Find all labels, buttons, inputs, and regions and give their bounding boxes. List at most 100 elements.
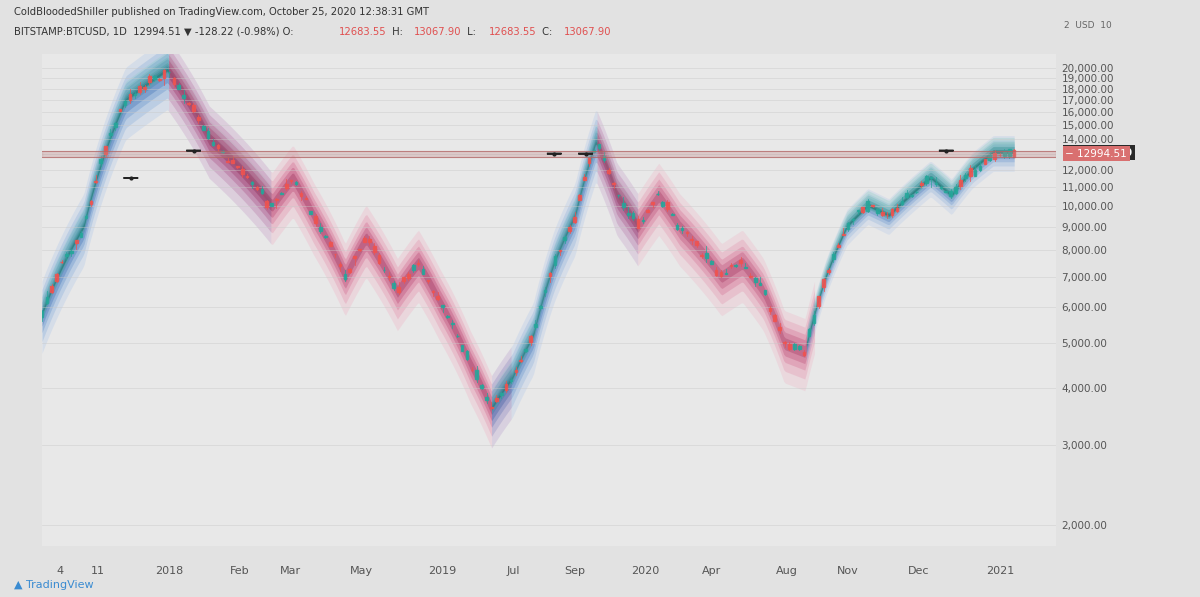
Text: Dec: Dec — [908, 566, 930, 576]
Text: 2018: 2018 — [155, 566, 182, 576]
Bar — [202, 127, 204, 130]
Bar — [666, 202, 668, 209]
Bar — [812, 315, 815, 323]
Bar — [124, 101, 126, 106]
Bar — [246, 176, 248, 177]
Bar — [319, 227, 322, 231]
Bar — [270, 204, 272, 206]
Bar — [647, 210, 649, 211]
Bar — [817, 296, 820, 306]
Bar — [739, 260, 742, 263]
Bar — [642, 220, 644, 221]
Bar — [574, 217, 576, 222]
Bar — [900, 201, 904, 204]
Text: 13067.90: 13067.90 — [564, 27, 611, 37]
Bar — [392, 284, 395, 288]
Bar — [128, 94, 131, 100]
Bar — [256, 187, 258, 189]
Text: 11: 11 — [91, 566, 104, 576]
Bar — [485, 397, 488, 400]
Bar — [338, 264, 341, 266]
Bar — [925, 176, 928, 183]
Bar — [793, 344, 796, 349]
Text: ColdBloodedShiller published on TradingView.com, October 25, 2020 12:38:31 GMT: ColdBloodedShiller published on TradingV… — [14, 7, 430, 17]
Bar — [989, 155, 991, 160]
Text: 2021: 2021 — [986, 566, 1014, 576]
Bar — [632, 214, 635, 217]
Bar — [314, 216, 317, 223]
Bar — [758, 283, 762, 285]
Bar — [754, 278, 756, 282]
Bar — [827, 270, 830, 272]
Bar — [774, 315, 776, 321]
Bar — [197, 117, 199, 120]
Text: May: May — [350, 566, 373, 576]
Bar — [920, 183, 923, 184]
Text: Feb: Feb — [230, 566, 250, 576]
Bar — [548, 273, 551, 276]
Bar — [427, 280, 430, 281]
Bar — [838, 245, 840, 247]
Text: 2  USD  10: 2 USD 10 — [1064, 21, 1112, 30]
Bar — [496, 398, 498, 401]
Bar — [85, 216, 88, 218]
Bar — [206, 131, 210, 139]
Bar — [192, 105, 194, 111]
Text: Mar: Mar — [280, 566, 301, 576]
Text: Aug: Aug — [776, 566, 798, 576]
Bar — [70, 251, 73, 253]
Bar — [421, 269, 425, 274]
Bar — [138, 86, 142, 92]
Bar — [637, 219, 640, 227]
Bar — [769, 308, 772, 310]
Bar — [251, 181, 253, 184]
Text: Apr: Apr — [702, 566, 721, 576]
Bar — [236, 166, 239, 167]
Bar — [275, 199, 278, 200]
Bar — [353, 256, 356, 258]
Text: Nov: Nov — [838, 566, 859, 576]
Bar — [612, 183, 614, 184]
Bar — [510, 380, 512, 381]
Bar — [475, 370, 478, 379]
Text: 12683.55: 12683.55 — [488, 27, 536, 37]
Bar — [158, 79, 161, 80]
Bar — [143, 87, 146, 90]
Bar — [808, 330, 810, 336]
Bar — [680, 228, 683, 230]
Bar — [784, 341, 786, 343]
Bar — [178, 85, 180, 89]
Bar — [906, 193, 908, 196]
Bar — [100, 159, 102, 163]
Bar — [432, 291, 434, 293]
Bar — [343, 274, 346, 279]
Bar — [442, 305, 444, 307]
Text: − 12994.51: − 12994.51 — [1066, 149, 1127, 159]
Bar — [480, 384, 482, 388]
Bar — [260, 189, 263, 193]
Bar — [50, 286, 53, 293]
Bar — [364, 238, 366, 242]
Text: Jul: Jul — [506, 566, 521, 576]
Bar — [852, 219, 854, 220]
Bar — [979, 167, 982, 170]
Bar — [862, 207, 864, 212]
Bar — [388, 276, 390, 277]
Bar — [55, 275, 58, 281]
Bar — [964, 175, 967, 179]
Bar — [368, 239, 371, 242]
Bar — [416, 263, 420, 264]
Bar — [114, 122, 116, 127]
Bar — [706, 253, 708, 258]
Bar — [265, 201, 268, 207]
Bar — [74, 241, 78, 242]
Bar — [895, 208, 899, 211]
Bar — [407, 273, 409, 278]
Bar — [1013, 150, 1015, 157]
Bar — [588, 158, 590, 163]
Bar — [348, 269, 352, 272]
Bar — [329, 242, 331, 246]
Bar — [626, 213, 630, 215]
Bar — [578, 195, 581, 200]
Bar — [544, 290, 546, 292]
